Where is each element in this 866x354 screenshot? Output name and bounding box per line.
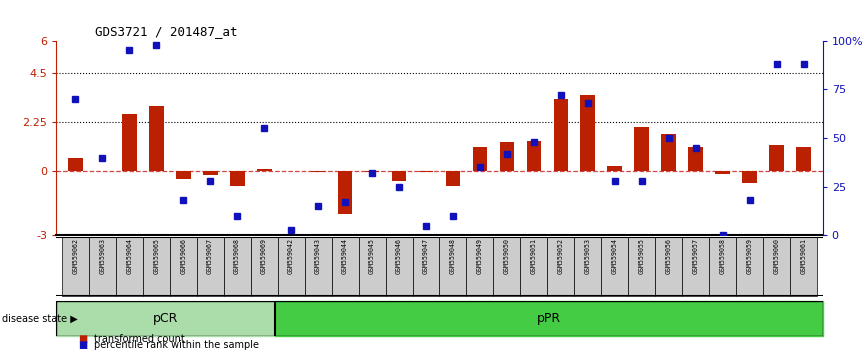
Bar: [250, 237, 278, 296]
Text: GSM559067: GSM559067: [207, 238, 213, 274]
Bar: [520, 237, 547, 296]
Bar: [338, 171, 352, 214]
Bar: [682, 237, 709, 296]
Bar: [149, 105, 164, 171]
Bar: [116, 237, 143, 296]
Text: GSM559060: GSM559060: [774, 238, 779, 274]
Text: GSM559051: GSM559051: [531, 238, 537, 274]
Text: GSM559056: GSM559056: [666, 238, 672, 274]
Text: GDS3721 / 201487_at: GDS3721 / 201487_at: [94, 25, 237, 38]
Text: GSM559050: GSM559050: [504, 238, 510, 274]
Bar: [446, 171, 461, 185]
Text: GSM559052: GSM559052: [558, 238, 564, 274]
Bar: [143, 237, 170, 296]
Bar: [197, 237, 223, 296]
Text: transformed count: transformed count: [94, 334, 184, 344]
Bar: [607, 166, 623, 171]
Text: ■: ■: [78, 340, 87, 350]
Bar: [311, 171, 326, 172]
Bar: [662, 134, 676, 171]
Bar: [170, 237, 197, 296]
Bar: [736, 237, 763, 296]
Bar: [709, 237, 736, 296]
Bar: [418, 171, 433, 172]
Bar: [500, 142, 514, 171]
Text: GSM559065: GSM559065: [153, 238, 159, 274]
Text: GSM559061: GSM559061: [801, 238, 807, 274]
Text: pCR: pCR: [153, 312, 178, 325]
Bar: [553, 99, 568, 171]
Text: ■: ■: [78, 334, 87, 344]
Text: disease state ▶: disease state ▶: [2, 314, 77, 324]
Text: GSM559046: GSM559046: [396, 238, 402, 274]
Bar: [688, 147, 703, 171]
Bar: [635, 127, 650, 171]
Bar: [412, 237, 439, 296]
Text: GSM559069: GSM559069: [261, 238, 267, 274]
Bar: [391, 171, 406, 181]
Text: percentile rank within the sample: percentile rank within the sample: [94, 340, 259, 350]
Bar: [203, 171, 217, 175]
Text: pPR: pPR: [537, 312, 561, 325]
Text: GSM559066: GSM559066: [180, 238, 186, 274]
Bar: [629, 237, 656, 296]
Text: GSM559063: GSM559063: [100, 238, 105, 274]
Text: GSM559064: GSM559064: [126, 238, 132, 274]
Bar: [223, 237, 250, 296]
Text: GSM559053: GSM559053: [585, 238, 591, 274]
Bar: [580, 95, 595, 171]
Bar: [359, 237, 385, 296]
Bar: [494, 237, 520, 296]
Text: GSM559054: GSM559054: [612, 238, 618, 274]
Bar: [601, 237, 629, 296]
Bar: [527, 141, 541, 171]
Bar: [229, 171, 244, 185]
Bar: [385, 237, 412, 296]
Bar: [742, 171, 757, 183]
Text: GSM559048: GSM559048: [450, 238, 456, 274]
Bar: [547, 237, 574, 296]
Text: GSM559042: GSM559042: [288, 238, 294, 274]
Bar: [797, 147, 811, 171]
Bar: [56, 301, 275, 336]
Bar: [439, 237, 467, 296]
Bar: [769, 144, 785, 171]
Bar: [791, 237, 818, 296]
Text: GSM559044: GSM559044: [342, 238, 348, 274]
Bar: [473, 147, 488, 171]
Bar: [122, 114, 137, 171]
Text: GSM559055: GSM559055: [639, 238, 645, 274]
Bar: [332, 237, 359, 296]
Bar: [61, 237, 88, 296]
Bar: [467, 237, 494, 296]
Text: GSM559058: GSM559058: [720, 238, 726, 274]
Bar: [88, 237, 116, 296]
Bar: [574, 237, 601, 296]
Bar: [278, 237, 305, 296]
Text: GSM559062: GSM559062: [72, 238, 78, 274]
Text: GSM559043: GSM559043: [315, 238, 321, 274]
Text: GSM559047: GSM559047: [423, 238, 429, 274]
Bar: [715, 171, 730, 174]
Bar: [305, 237, 332, 296]
Text: GSM559068: GSM559068: [234, 238, 240, 274]
Text: GSM559057: GSM559057: [693, 238, 699, 274]
Text: GSM559045: GSM559045: [369, 238, 375, 274]
Bar: [365, 171, 379, 172]
Bar: [763, 237, 791, 296]
Bar: [256, 170, 272, 171]
Bar: [656, 237, 682, 296]
Bar: [176, 171, 191, 179]
Bar: [275, 301, 823, 336]
Bar: [68, 158, 82, 171]
Text: GSM559059: GSM559059: [746, 238, 753, 274]
Text: GSM559049: GSM559049: [477, 238, 483, 274]
